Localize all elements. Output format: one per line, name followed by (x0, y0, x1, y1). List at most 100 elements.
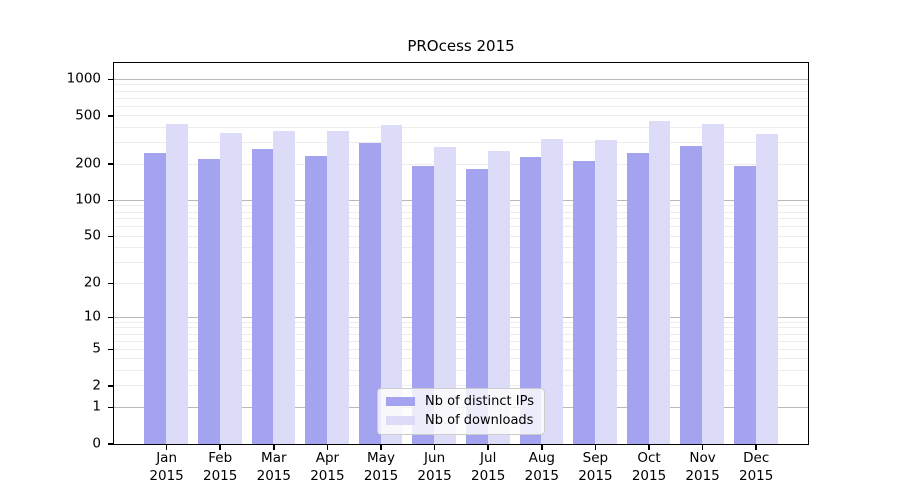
gridline-minor (114, 340, 808, 342)
legend-swatch-distinct-ips (386, 396, 416, 407)
legend-label: Nb of distinct IPs (425, 394, 534, 409)
y-axis-label: 20 (83, 274, 101, 291)
x-axis-month-label: Jun 2015 (400, 450, 470, 485)
y-axis-tick (108, 78, 113, 81)
x-axis-month-label: May 2015 (346, 450, 416, 485)
gridline-minor (114, 235, 808, 237)
x-axis-year-text: 2015 (685, 467, 720, 484)
y-axis-label: 500 (75, 107, 101, 124)
x-axis-month-label: Feb 2015 (185, 450, 255, 485)
bar-distinct-ips (412, 166, 435, 444)
chart-title: PROcess 2015 (407, 37, 515, 55)
gridline-minor (114, 327, 808, 329)
x-axis-tick (648, 445, 650, 450)
x-axis-year-text: 2015 (631, 467, 667, 484)
y-axis-label: 2 (92, 377, 101, 394)
bar-downloads (434, 147, 457, 444)
x-axis-month-label: Sep 2015 (560, 450, 630, 485)
x-axis-month-text: Dec (743, 450, 770, 466)
y-axis-label: 50 (83, 227, 101, 244)
gridline-major (114, 78, 808, 80)
bar-downloads (166, 124, 189, 444)
gridline-minor (114, 333, 808, 335)
bar-distinct-ips (519, 156, 542, 444)
y-axis-label: 100 (75, 191, 101, 208)
x-axis-year-text: 2015 (149, 467, 184, 484)
y-axis-label: 10 (83, 308, 101, 325)
gridline-minor (114, 218, 808, 220)
x-axis-month-text: Jan (156, 450, 177, 466)
x-axis-month-label: Oct 2015 (614, 450, 684, 485)
x-axis-tick (433, 445, 436, 450)
x-axis-year-text: 2015 (310, 467, 345, 484)
bar-distinct-ips (465, 169, 488, 444)
gridline-minor (114, 262, 808, 264)
x-axis-month-text: Nov (689, 450, 716, 466)
y-axis-label: 200 (75, 155, 101, 172)
y-axis-label: 5 (92, 340, 101, 357)
x-axis-month-text: Sep (582, 450, 609, 466)
bar-distinct-ips (144, 153, 167, 444)
x-axis-year-text: 2015 (739, 467, 774, 484)
bar-downloads (219, 133, 242, 444)
plot-area: Nb of distinct IPs Nb of downloads (113, 62, 809, 445)
x-axis-month-text: Mar (261, 450, 287, 466)
x-axis-month-text: Oct (637, 450, 661, 466)
x-axis-tick (273, 445, 275, 450)
bar-distinct-ips (305, 155, 327, 444)
y-axis-label: 0 (92, 435, 101, 452)
gridline-major (114, 199, 808, 201)
gridline-minor (114, 282, 808, 284)
bar-distinct-ips (197, 159, 220, 444)
x-axis-year-text: 2015 (578, 467, 613, 484)
y-axis-tick (108, 282, 113, 285)
legend: Nb of distinct IPs Nb of downloads (377, 388, 545, 435)
y-axis-label: 1 (92, 398, 101, 415)
y-axis-tick (108, 348, 113, 351)
y-axis-tick (108, 115, 113, 117)
x-axis-month-text: May (367, 450, 395, 466)
x-axis-month-label: Jan 2015 (132, 450, 202, 485)
x-axis-month-label: Aug 2015 (507, 450, 577, 485)
x-axis-tick (755, 445, 757, 450)
bar-downloads (487, 150, 510, 444)
gridline-minor (114, 163, 808, 165)
x-axis-month-label: Nov 2015 (668, 450, 738, 485)
y-axis-tick (108, 316, 113, 319)
x-axis-month-text: Aug (528, 450, 555, 466)
x-axis-year-text: 2015 (417, 467, 452, 484)
gridline-minor (114, 115, 808, 117)
x-axis-tick (701, 445, 704, 450)
y-axis-tick (108, 235, 113, 238)
gridline-minor (114, 358, 808, 360)
gridline-minor (114, 385, 808, 387)
y-axis-tick (108, 199, 113, 202)
bar-downloads (380, 124, 403, 444)
legend-row-distinct-ips: Nb of distinct IPs (386, 394, 534, 409)
bar-downloads (648, 120, 671, 444)
gridline-minor (114, 97, 808, 99)
bar-distinct-ips (733, 166, 756, 444)
gridline-minor (114, 127, 808, 129)
gridline-minor (114, 321, 808, 323)
bar-downloads (273, 130, 296, 444)
gridline-minor (114, 142, 808, 144)
x-axis-month-label: Mar 2015 (239, 450, 309, 485)
bar-distinct-ips (680, 145, 703, 444)
gridline-minor (114, 105, 808, 107)
gridline-minor (114, 247, 808, 249)
y-axis-tick (108, 406, 113, 409)
gridline-minor (114, 84, 808, 86)
bar-downloads (595, 139, 617, 444)
x-axis-tick (380, 445, 382, 450)
x-axis-year-text: 2015 (471, 467, 506, 484)
x-axis-tick (219, 445, 221, 450)
x-axis-year-text: 2015 (363, 467, 399, 484)
x-axis-year-text: 2015 (256, 467, 291, 484)
bar-distinct-ips (358, 143, 381, 444)
bar-downloads (702, 124, 725, 444)
x-axis-tick (165, 445, 168, 450)
legend-row-downloads: Nb of downloads (386, 413, 534, 428)
x-axis-year-text: 2015 (203, 467, 238, 484)
